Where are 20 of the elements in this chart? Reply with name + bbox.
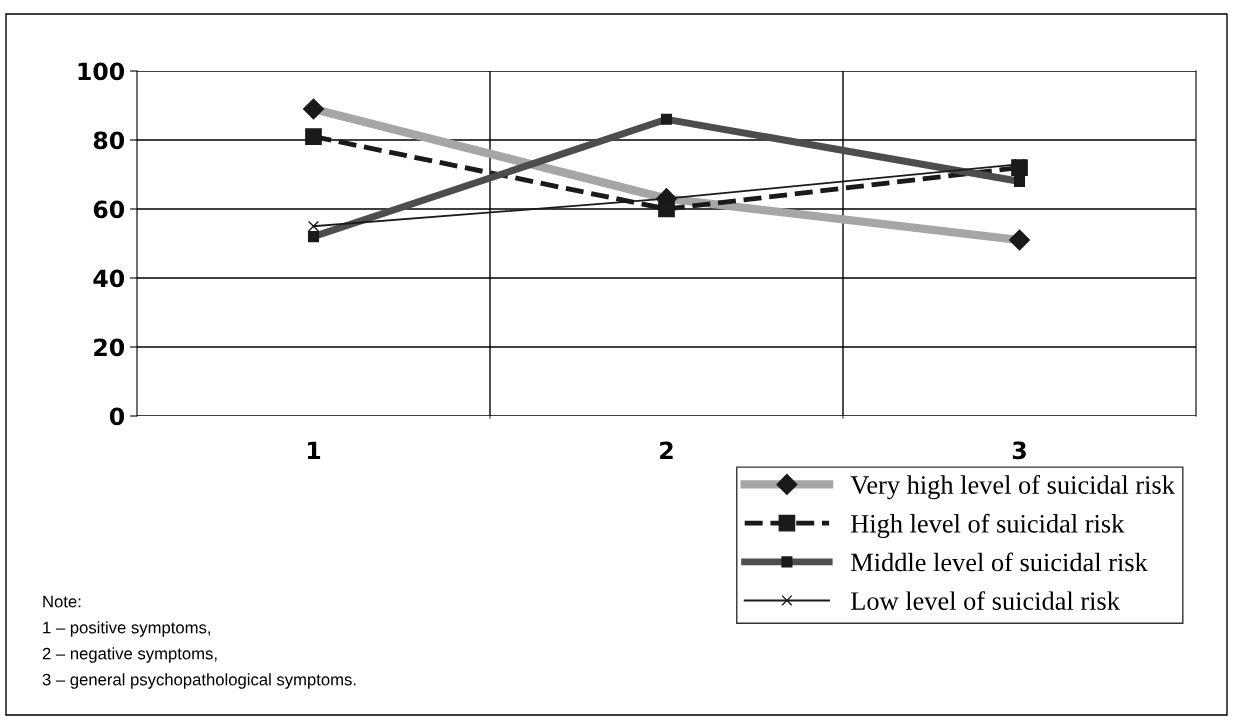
y-tick-label: 40 <box>93 269 125 288</box>
text: 2 – negative symptoms, <box>42 647 217 663</box>
y-tick-label: 80 <box>93 131 125 150</box>
y-tick-label: 20 <box>94 338 125 357</box>
y-tick-label: 0 <box>109 407 125 426</box>
x-tick-label: 1 <box>307 441 321 459</box>
point <box>307 220 320 232</box>
legend-label: Middle level of suicidal risk <box>851 552 1148 572</box>
legend-label: High level of suicidal risk <box>851 513 1125 539</box>
text: Note: <box>43 595 81 608</box>
legend-label: Very high level of suicidal risk <box>850 475 1175 500</box>
x-tick-label: 2 <box>660 441 673 459</box>
legend-label: Low level of suicidal risk <box>851 591 1120 610</box>
x-tick-label: 3 <box>1012 441 1026 460</box>
point <box>658 200 675 218</box>
text: 1 – positive symptoms, <box>43 621 211 637</box>
text: 3 – general psychopathological symptoms. <box>42 673 356 689</box>
y-tick-label: 100 <box>78 62 125 81</box>
y-tick-label: 60 <box>93 200 125 219</box>
point <box>305 128 322 145</box>
